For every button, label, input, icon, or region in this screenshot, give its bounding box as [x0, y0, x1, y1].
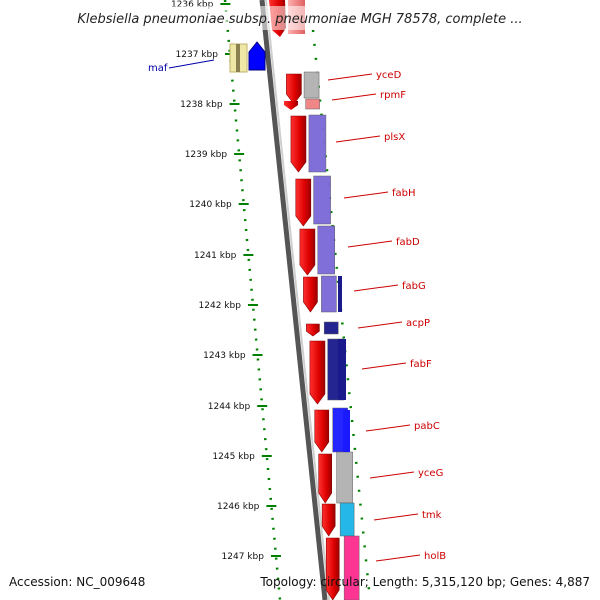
cds-arrow — [306, 323, 320, 337]
label-leader-line — [361, 362, 407, 370]
gene-block-plsX — [308, 114, 327, 173]
maf-gene-group: maf — [148, 41, 266, 74]
maf-label-line — [168, 59, 215, 69]
genome-backbone — [259, 0, 328, 600]
gene-label-fabG: fabG — [402, 281, 426, 292]
gene-block-fabD — [317, 225, 335, 275]
cds-column — [284, 73, 340, 600]
title-backdrop — [0, 6, 600, 30]
scale-label: 1243 kbp — [203, 351, 246, 361]
feature-guide-line — [311, 29, 372, 600]
label-leader-line — [343, 191, 389, 199]
scale-bar — [223, 0, 282, 600]
gene-label-fabH: fabH — [392, 188, 416, 199]
scale-label: 1244 kbp — [208, 402, 251, 412]
label-leader-line — [331, 93, 377, 101]
scale-label: 1237 kbp — [176, 50, 219, 60]
scale-label: 1246 kbp — [217, 502, 260, 512]
cds-arrow — [299, 228, 316, 276]
gene-block-accent — [338, 276, 342, 312]
scale-label: 1236 kbp — [171, 0, 214, 10]
gene-label-yceD: yceD — [376, 70, 402, 81]
accession-text: Accession: NC_009648 — [9, 575, 145, 589]
cds-arrow — [321, 503, 336, 537]
genome-backbone-highlight — [265, 0, 330, 600]
gene-block-accent — [338, 339, 346, 400]
label-leader-line — [347, 240, 393, 248]
gene-label-plsX: plsX — [384, 132, 405, 143]
gene-block-fabH — [313, 175, 331, 225]
label-leader-line — [353, 284, 399, 292]
scale-label: 1242 kbp — [199, 301, 242, 311]
label-leader-line — [365, 424, 411, 432]
scale-label: 1240 kbp — [189, 200, 232, 210]
gene-labels: yceD rpmF plsX fabH fabD fabG acpP fabF pabC yceG… — [327, 70, 446, 562]
gene-label-pabC: pabC — [414, 421, 440, 432]
cds-arrow — [290, 115, 307, 173]
label-leader-line — [369, 471, 415, 479]
cds-arrow — [286, 73, 302, 105]
maf-gene-stripe — [236, 44, 240, 72]
label-leader-line — [375, 554, 421, 562]
label-leader-line — [373, 513, 419, 521]
cds-arrow — [303, 276, 318, 313]
cds-arrow — [314, 409, 330, 453]
gene-block-column — [303, 71, 360, 600]
label-leader-line — [357, 321, 403, 329]
gene-label-holB: holB — [424, 551, 446, 562]
gene-block-fabG — [321, 275, 337, 313]
gene-label-fabF: fabF — [410, 359, 432, 370]
scale-dotted-line — [223, 0, 282, 600]
label-leader-line — [327, 73, 373, 81]
cds-arrow — [295, 178, 312, 227]
scale-label: 1238 kbp — [180, 100, 223, 110]
genome-summary-text: Topology: circular; Length: 5,315,120 bp… — [259, 575, 590, 589]
scale-label: 1245 kbp — [212, 452, 255, 462]
gene-block-accent — [343, 410, 350, 452]
scale-label: 1239 kbp — [185, 150, 228, 160]
cds-arrow — [318, 453, 333, 504]
scale-label: 1247 kbp — [222, 552, 265, 562]
scale-label: 1241 kbp — [194, 251, 237, 261]
label-leader-line — [335, 135, 381, 143]
gene-label-rpmF: rpmF — [380, 90, 406, 101]
scale-ticks: 1236 kbp 1237 kbp 1238 kbp 1239 kbp 1240 kbp… — [171, 0, 281, 562]
maf-neighbor-cds-arrow — [248, 41, 266, 71]
map-title: Klebsiella pneumoniae subsp. pneumoniae … — [77, 12, 522, 27]
gene-label-maf: maf — [148, 63, 168, 74]
gene-block-holB — [343, 535, 360, 600]
gene-block-tmk — [339, 502, 355, 537]
gene-label-acpP: acpP — [406, 318, 430, 329]
gene-block-acpP — [323, 321, 339, 335]
cds-arrow — [284, 101, 298, 110]
gene-block-yceD — [303, 71, 320, 99]
gene-block-yceG — [336, 451, 353, 504]
gene-block-rpmF — [305, 98, 320, 110]
gene-label-tmk: tmk — [422, 510, 442, 521]
gene-label-fabD: fabD — [396, 237, 420, 248]
cds-arrow — [309, 340, 326, 405]
gene-label-yceG: yceG — [418, 468, 443, 479]
cds-arrow — [325, 537, 340, 600]
